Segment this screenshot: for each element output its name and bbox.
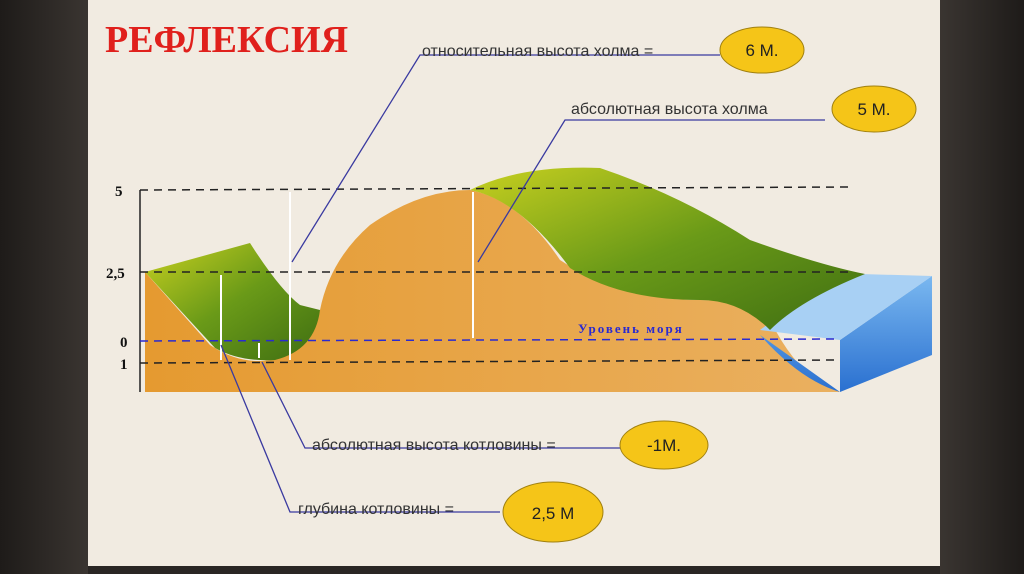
tick-label: 0 — [120, 335, 128, 351]
sea-level-label: Уровень моря — [578, 321, 684, 336]
callout-answer: 5 М. — [857, 100, 890, 119]
answer-bubble — [719, 26, 805, 74]
callout-answer: 6 М. — [745, 41, 778, 60]
tick-label: 1 — [120, 357, 128, 373]
callout-label: абсолютная высота холма — [571, 101, 768, 118]
callout-label: глубина котловины = — [298, 501, 454, 518]
answer-bubble — [502, 481, 604, 543]
presentation-frame-right — [940, 0, 1024, 574]
answer-bubble — [831, 85, 917, 133]
ground-cross-section — [145, 190, 840, 392]
sea-surface — [760, 274, 932, 340]
callout-answer: 2,5 М — [532, 504, 575, 523]
vegetation-hill — [470, 167, 865, 330]
callout-answer: -1М. — [647, 436, 681, 455]
presentation-frame-left — [0, 0, 88, 574]
tick-label: 2,5 — [106, 266, 125, 282]
slide-title: РЕФЛЕКСИЯ — [105, 19, 348, 61]
answer-bubble — [619, 420, 709, 470]
tick-label: 5 — [115, 184, 123, 200]
callout-label: относительная высота холма = — [422, 43, 653, 60]
callout-label: абсолютная высота котловины = — [312, 437, 556, 454]
leader-lines — [220, 54, 825, 513]
level-lines — [139, 186, 851, 364]
sea — [760, 276, 932, 392]
